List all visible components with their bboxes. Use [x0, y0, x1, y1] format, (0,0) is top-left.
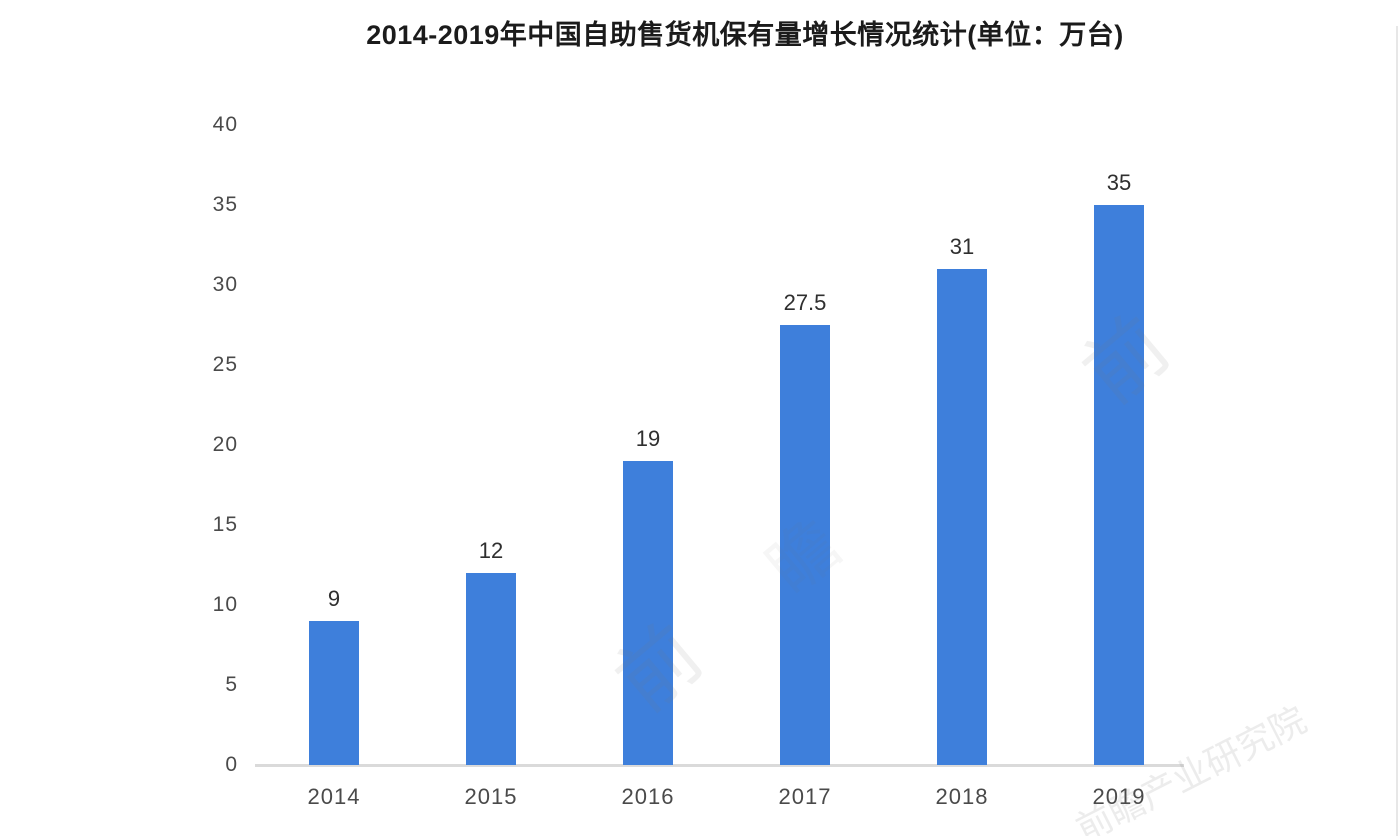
x-axis-label: 2015 — [464, 784, 518, 809]
y-tick-label: 0 — [225, 753, 238, 776]
x-axis-label: 2016 — [621, 784, 675, 809]
y-tick-label: 5 — [225, 673, 238, 696]
y-tick-label: 20 — [212, 433, 238, 456]
y-tick-label: 30 — [212, 273, 238, 296]
bar-value-label: 27.5 — [783, 290, 827, 315]
x-axis-line — [255, 764, 1184, 767]
bar-2015 — [466, 573, 516, 765]
right-edge-line — [1396, 26, 1398, 836]
y-tick-label: 25 — [212, 353, 238, 376]
bar-value-label: 19 — [635, 426, 661, 451]
x-axis-label: 2019 — [1092, 784, 1146, 809]
bar-value-label: 12 — [478, 538, 504, 563]
y-tick-label: 40 — [212, 113, 238, 136]
x-axis-label: 2018 — [935, 784, 989, 809]
bar-2018 — [937, 269, 987, 765]
y-tick-label: 15 — [212, 513, 238, 536]
bar-2016 — [623, 461, 673, 765]
bar-value-label: 31 — [949, 234, 975, 259]
y-tick-label: 10 — [212, 593, 238, 616]
chart-title: 2014-2019年中国自助售货机保有量增长情况统计(单位：万台) — [366, 20, 1124, 50]
x-axis-label: 2017 — [778, 784, 832, 809]
bar-value-label: 35 — [1106, 170, 1132, 195]
x-axis-label: 2014 — [307, 784, 361, 809]
bar-2014 — [309, 621, 359, 765]
bar-2019 — [1094, 205, 1144, 765]
bar-2017 — [780, 325, 830, 765]
y-tick-label: 35 — [212, 193, 238, 216]
bar-value-label: 9 — [327, 586, 341, 611]
